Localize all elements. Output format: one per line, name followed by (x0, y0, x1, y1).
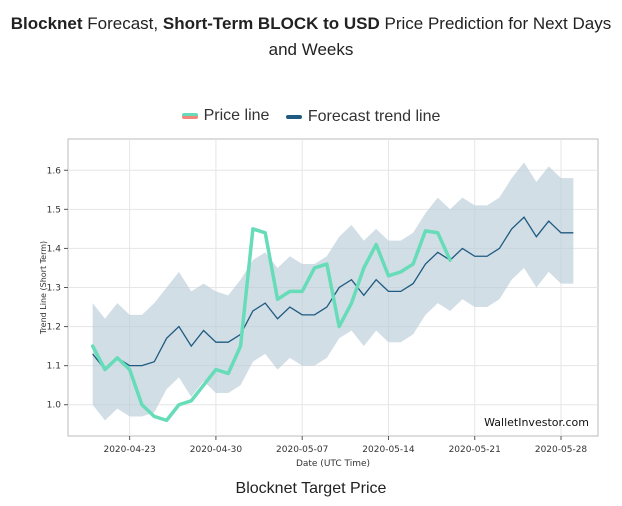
y-tick-label: 1.6 (47, 166, 62, 176)
heading-pair: Short-Term BLOCK to USD (162, 14, 380, 33)
legend-label-trend: Forecast trend line (307, 108, 441, 125)
y-tick-label: 1.5 (47, 205, 61, 215)
legend-swatch-price (181, 113, 198, 119)
legend-item-trend[interactable]: Forecast trend line (285, 108, 441, 126)
y-tick-label: 1.2 (47, 323, 61, 333)
x-tick-label: 2020-05-28 (535, 445, 588, 455)
y-tick-label: 1.0 (47, 401, 62, 411)
x-tick-label: 2020-04-30 (190, 445, 243, 455)
heading-brand: Blocknet (10, 14, 83, 33)
x-tick-label: 2020-05-21 (449, 445, 501, 455)
page-heading: Blocknet Forecast, Short-Term BLOCK to U… (0, 11, 622, 63)
x-tick-label: 2020-05-07 (276, 445, 328, 455)
heading-text-2: Price Prediction for Next Days and Weeks (268, 14, 612, 59)
x-axis-label: Date (UTC Time) (296, 459, 370, 469)
y-tick-label: 1.1 (47, 362, 61, 372)
x-tick-label: 2020-04-23 (103, 445, 155, 455)
y-tick-label: 1.3 (47, 284, 61, 294)
watermark-label: WalletInvestor.com (484, 416, 589, 429)
series-line-price (90, 227, 452, 423)
heading-text-1: Forecast, (82, 14, 163, 33)
chart-caption: Blocknet Target Price (235, 480, 387, 497)
forecast-chart: 1.0 1.1 1.2 1.3 1.4 1.5 1.6 2020-04-23 2020-04-3… (39, 138, 599, 469)
x-tick-label: 2020-05-14 (362, 445, 415, 455)
y-tick-label: 1.4 (47, 244, 62, 254)
chart-legend: Price line Forecast trend line (0, 106, 622, 126)
legend-item-price[interactable]: Price line (181, 107, 270, 125)
legend-swatch-trend (285, 115, 302, 119)
y-axis-label: Trend Line (Short Term) (39, 241, 48, 335)
legend-label-price: Price line (203, 107, 270, 124)
